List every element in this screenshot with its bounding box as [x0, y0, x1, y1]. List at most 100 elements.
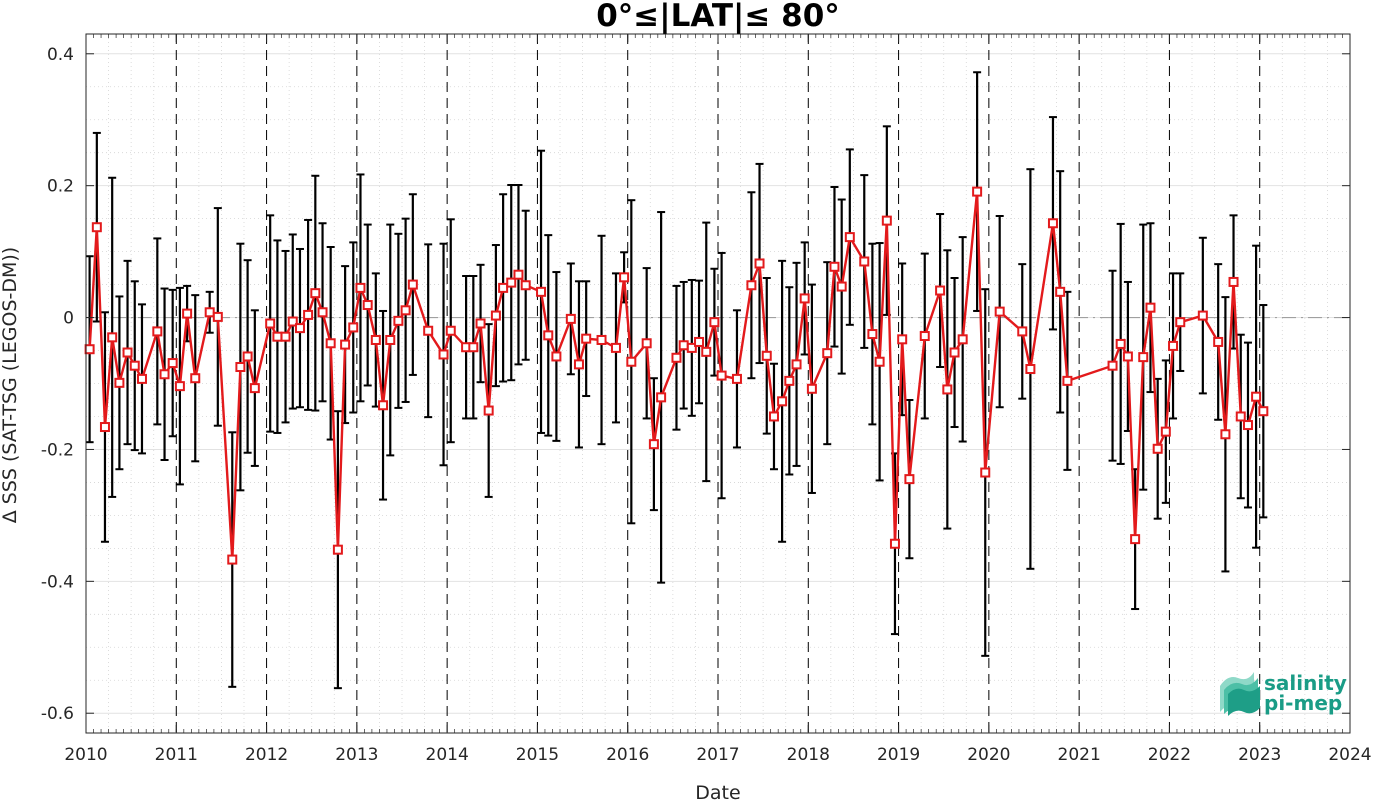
data-point — [498, 282, 509, 293]
data-point — [1115, 338, 1126, 349]
data-point — [1062, 375, 1073, 386]
data-point — [340, 339, 351, 350]
x-tick-label: 2015 — [516, 745, 559, 765]
data-point — [355, 282, 366, 293]
y-tick-label: -0.4 — [41, 572, 74, 592]
data-point — [686, 342, 697, 353]
y-tick-label: 0.4 — [47, 45, 74, 65]
data-point — [445, 325, 456, 336]
data-point — [784, 375, 795, 386]
data-point — [265, 318, 276, 329]
data-point — [942, 384, 953, 395]
data-point — [626, 356, 637, 367]
logo-text-pimep: pi-mep — [1264, 691, 1342, 715]
data-point — [889, 538, 900, 549]
data-point — [1047, 218, 1058, 229]
data-point — [107, 332, 118, 343]
data-point — [935, 285, 946, 296]
data-point — [1175, 317, 1186, 328]
data-point — [159, 369, 170, 380]
data-point — [370, 334, 381, 345]
x-tick-label: 2024 — [1328, 745, 1371, 765]
data-point — [596, 334, 607, 345]
data-point — [949, 347, 960, 358]
data-point — [904, 474, 915, 485]
data-point — [1228, 276, 1239, 287]
data-point — [174, 381, 185, 392]
data-point — [791, 359, 802, 370]
data-point — [648, 439, 659, 450]
x-tick-label: 2017 — [696, 745, 739, 765]
data-point — [287, 316, 298, 327]
data-point — [91, 222, 102, 233]
data-point — [551, 351, 562, 362]
data-point — [167, 358, 178, 369]
data-point — [1160, 426, 1171, 437]
data-point — [423, 325, 434, 336]
data-point — [829, 261, 840, 272]
data-point — [506, 277, 517, 288]
x-tick-labels: 2010 2011 2012 2013 2014 2015 2016 2017 2018 2019… — [64, 745, 1371, 765]
data-point — [114, 377, 125, 388]
y-tick-labels: 0.4 0.2 0 -0.2 -0.4 -0.6 — [41, 45, 74, 724]
x-tick-label: 2018 — [787, 745, 830, 765]
data-point — [919, 331, 930, 342]
data-point — [468, 342, 479, 353]
data-point — [716, 370, 727, 381]
x-tick-label: 2014 — [426, 745, 469, 765]
data-point — [1017, 326, 1028, 337]
data-point — [1130, 534, 1141, 545]
data-point — [701, 346, 712, 357]
data-point — [332, 544, 343, 555]
data-point — [1242, 420, 1253, 431]
data-point — [897, 334, 908, 345]
y-tick-label: 0 — [63, 309, 74, 329]
data-point — [754, 258, 765, 269]
data-point — [1025, 363, 1036, 374]
data-point — [610, 342, 621, 353]
data-point — [1197, 310, 1208, 321]
data-point — [1152, 443, 1163, 454]
data-point — [694, 336, 705, 347]
data-point — [1258, 406, 1269, 417]
data-point — [768, 411, 779, 422]
data-point — [709, 317, 720, 328]
data-point — [994, 306, 1005, 317]
y-axis-label: Δ SSS (SAT-TSG (LEGOS-DM)) — [0, 247, 21, 523]
data-point — [99, 422, 110, 433]
data-point — [581, 333, 592, 344]
data-point — [152, 326, 163, 337]
data-point — [190, 373, 201, 384]
data-point — [859, 256, 870, 267]
data-point — [806, 383, 817, 394]
data-point — [874, 356, 885, 367]
data-point — [520, 280, 531, 291]
data-point — [204, 307, 215, 318]
data-point — [980, 467, 991, 478]
data-point — [881, 215, 892, 226]
x-tick-label: 2013 — [335, 745, 378, 765]
data-point — [1122, 351, 1133, 362]
data-point — [362, 300, 373, 311]
data-point — [272, 331, 283, 342]
data-point — [513, 269, 524, 280]
x-tick-label: 2010 — [64, 745, 107, 765]
data-point — [407, 279, 418, 290]
data-point — [378, 400, 389, 411]
data-point — [483, 405, 494, 416]
data-point — [822, 348, 833, 359]
data-point — [1145, 302, 1156, 313]
x-tick-label: 2016 — [606, 745, 649, 765]
chart-title: 0°≤|LAT|≤ 80° — [596, 0, 840, 34]
x-tick-label: 2012 — [245, 745, 288, 765]
data-point — [385, 334, 396, 345]
data-point — [393, 315, 404, 326]
data-point — [1213, 336, 1224, 347]
data-point — [536, 286, 547, 297]
data-point — [490, 310, 501, 321]
data-point — [1235, 411, 1246, 422]
data-point — [325, 338, 336, 349]
data-point — [1168, 340, 1179, 351]
year-boundary-lines — [175, 34, 1261, 733]
